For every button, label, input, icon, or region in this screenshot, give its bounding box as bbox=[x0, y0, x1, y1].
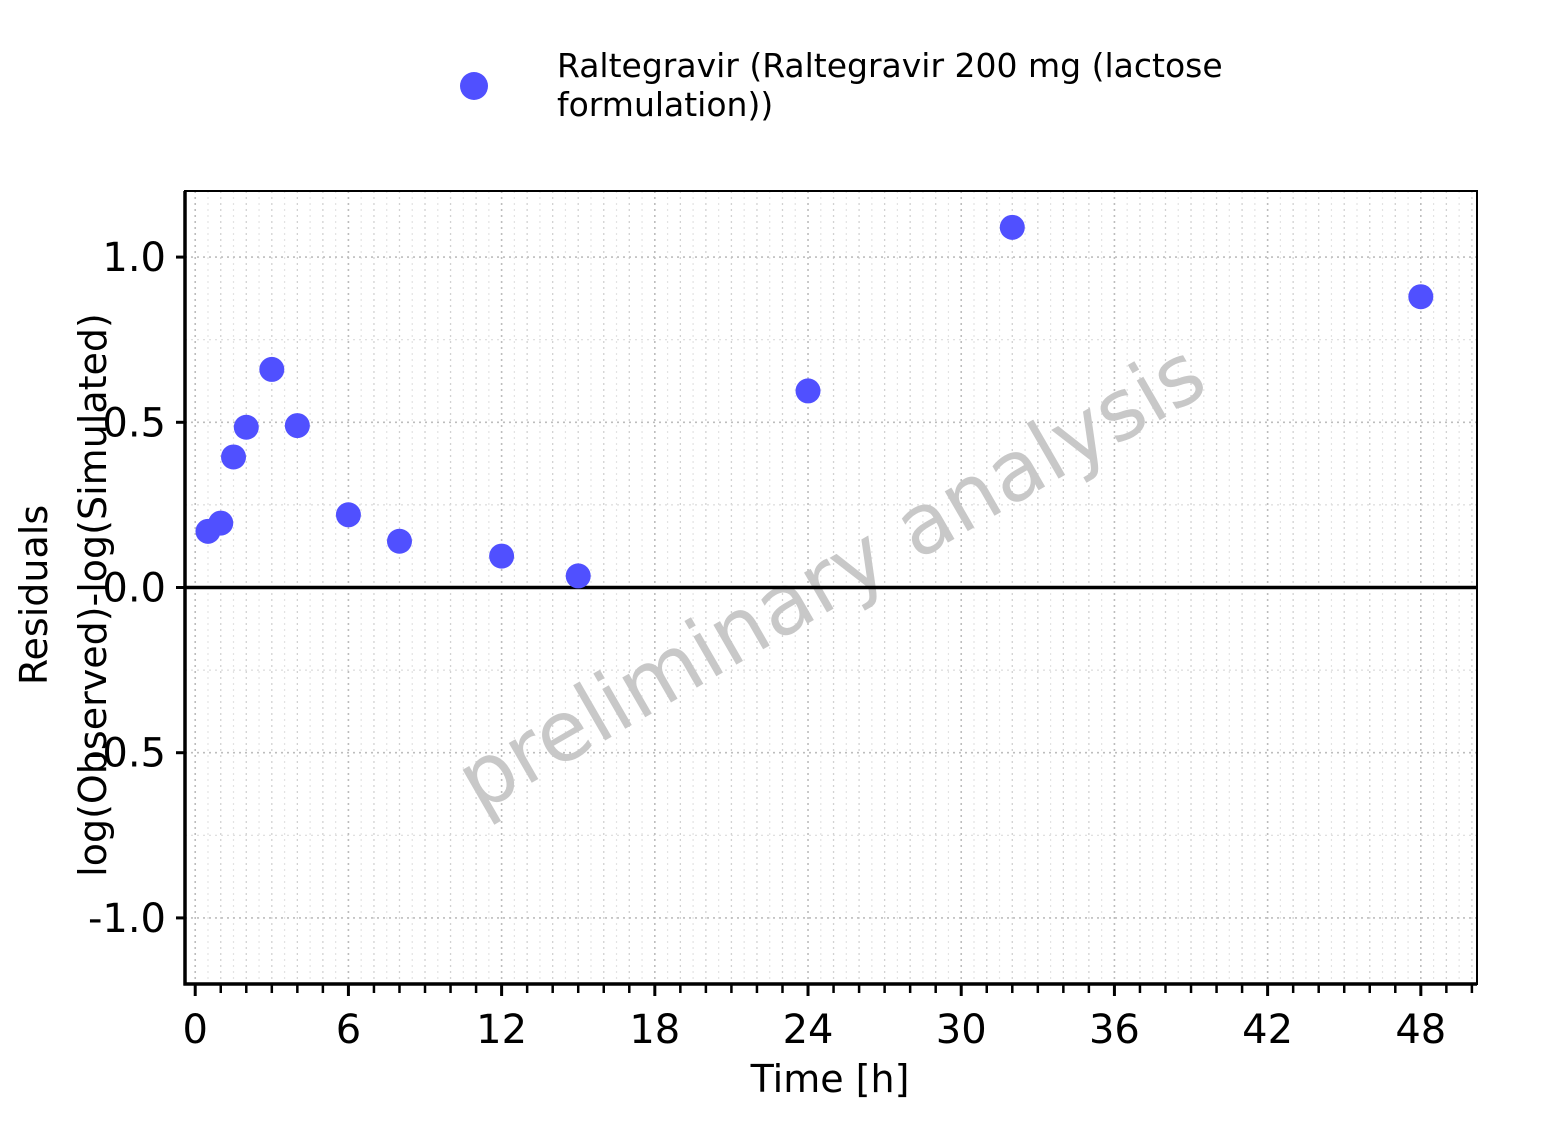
x-tick-label: 0 bbox=[182, 1007, 207, 1053]
legend-marker bbox=[460, 72, 488, 100]
data-point bbox=[259, 356, 285, 382]
watermark: preliminary analysis bbox=[440, 323, 1221, 831]
watermark-text: preliminary analysis bbox=[440, 323, 1221, 831]
y-tick-label: -1.0 bbox=[88, 896, 166, 942]
data-point bbox=[386, 528, 412, 554]
x-tick-label: 6 bbox=[336, 1007, 361, 1053]
y-tick-label: 0.0 bbox=[102, 566, 166, 612]
legend: Raltegravir (Raltegravir 200 mg (lactose… bbox=[460, 46, 1223, 124]
x-tick-label: 36 bbox=[1089, 1007, 1140, 1053]
y-axis-title-line2: log(Observed)-log(Simulated) bbox=[71, 313, 115, 877]
y-tick-label: 1.0 bbox=[102, 235, 166, 281]
x-tick-label: 12 bbox=[476, 1007, 527, 1053]
x-tick-label: 30 bbox=[936, 1007, 987, 1053]
x-tick-label: 18 bbox=[629, 1007, 680, 1053]
data-point bbox=[489, 543, 515, 569]
x-tick-label: 48 bbox=[1395, 1007, 1446, 1053]
x-tick-label: 24 bbox=[783, 1007, 834, 1053]
data-point bbox=[221, 444, 247, 470]
data-point bbox=[1408, 284, 1434, 310]
data-points bbox=[195, 214, 1434, 589]
y-axis-ticks: 1.0 0.5 0.0 -0.5 -1.0 bbox=[88, 235, 185, 942]
y-tick-label: -0.5 bbox=[88, 731, 166, 777]
data-point bbox=[208, 510, 234, 536]
legend-label-line2: formulation)) bbox=[557, 85, 773, 124]
y-axis-title-line1: Residuals bbox=[12, 505, 56, 685]
data-point bbox=[335, 502, 361, 528]
legend-label-line1: Raltegravir (Raltegravir 200 mg (lactose bbox=[557, 46, 1223, 85]
x-axis-title: Time [h] bbox=[750, 1057, 910, 1101]
y-tick-label: 0.5 bbox=[102, 400, 166, 446]
data-point bbox=[565, 563, 591, 589]
data-point bbox=[999, 214, 1025, 240]
x-tick-label: 42 bbox=[1242, 1007, 1293, 1053]
data-point bbox=[795, 378, 821, 404]
data-point bbox=[284, 413, 310, 439]
data-point bbox=[233, 414, 259, 440]
x-axis-ticks: 0 6 12 18 24 30 36 42 48 bbox=[182, 984, 1474, 1053]
